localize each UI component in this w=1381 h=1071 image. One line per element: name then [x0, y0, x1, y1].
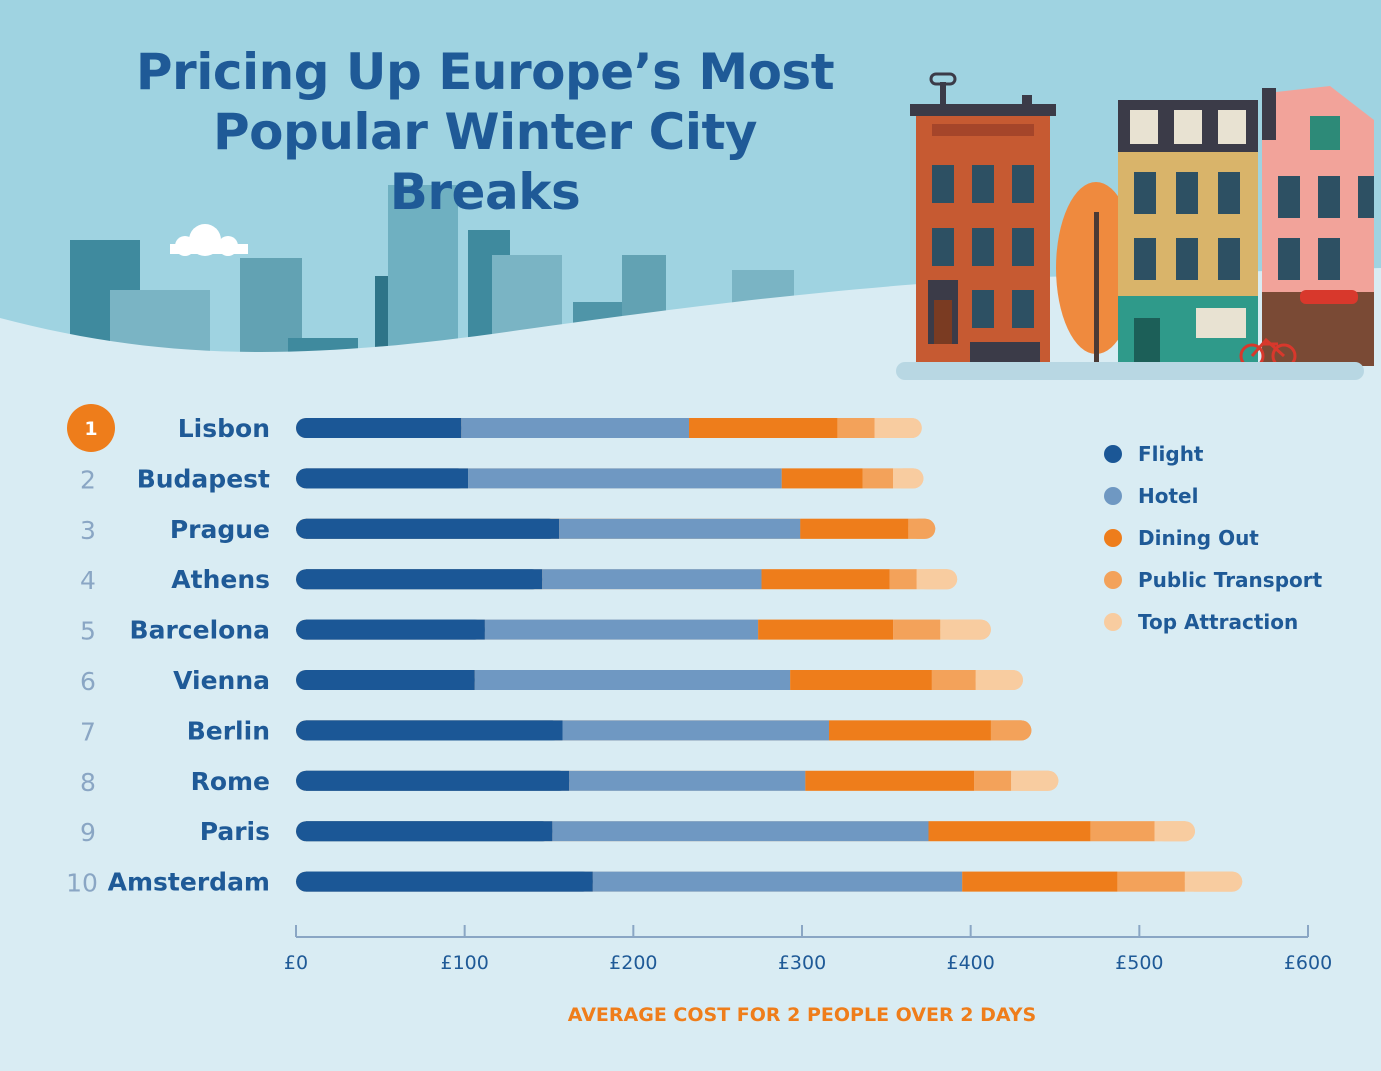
bar-segment-dining-out: [781, 468, 863, 489]
bar-segment-fill: [306, 871, 593, 892]
bar-segment-fill: [306, 418, 462, 438]
bar-segment-hotel: [569, 770, 806, 791]
title-line-2: Popular Winter City Breaks: [213, 103, 757, 221]
city-label: Rome: [191, 767, 270, 796]
x-tick-label: £300: [778, 952, 826, 974]
city-label: Berlin: [187, 716, 270, 745]
legend-label: Public Transport: [1138, 568, 1323, 592]
brick-building: [910, 72, 1056, 364]
x-tick-label: £500: [1115, 952, 1163, 974]
x-tick-label: £400: [946, 952, 994, 974]
legend-label: Dining Out: [1138, 526, 1259, 550]
bar-segment-public-transport: [837, 418, 875, 438]
bar-segment-public-transport: [1090, 821, 1155, 842]
x-tick-label: £600: [1284, 952, 1332, 974]
bar-segment-public-transport: [974, 770, 1012, 791]
city-label: Barcelona: [130, 616, 270, 645]
bar-segment-fill: [306, 670, 475, 690]
city-label: Amsterdam: [108, 868, 270, 897]
rank-number: 1: [84, 418, 97, 440]
bar-segment-fill: [306, 569, 543, 590]
rank-number: 6: [80, 667, 96, 696]
x-tick-label: £100: [440, 952, 488, 974]
cloud-icon: [170, 224, 248, 256]
bar-segment-fill: [1154, 821, 1185, 842]
bar-segment-fill: [940, 619, 981, 640]
bar-segment-public-transport: [889, 569, 917, 590]
legend-label: Hotel: [1138, 484, 1198, 508]
rank-badge: [67, 404, 115, 452]
bar-segment-public-transport: [893, 619, 941, 640]
bar-segment-fill: [1011, 770, 1049, 791]
bar-segment-fill: [306, 468, 469, 489]
legend-swatch: [1104, 487, 1122, 505]
city-label: Prague: [170, 515, 270, 544]
bar-segment-dining-out: [805, 770, 975, 791]
bar-segment-hotel: [562, 720, 829, 741]
page-title: Pricing Up Europe’s Most Popular Winter …: [125, 42, 845, 222]
city-label: Paris: [200, 817, 270, 846]
bar-segment-fill: [306, 821, 553, 842]
legend-swatch: [1104, 613, 1122, 631]
bar-segment-dining-out: [928, 821, 1091, 842]
bar-segment-public-transport: [862, 468, 894, 489]
legend-label: Flight: [1138, 442, 1204, 466]
x-tick-label: £0: [284, 952, 308, 974]
street-base: [896, 362, 1364, 380]
city-label: Athens: [171, 565, 270, 594]
rank-number: 7: [80, 717, 96, 746]
bar-segment-fill: [306, 770, 570, 791]
bar-segment-hotel: [484, 619, 759, 640]
bar-segment-public-transport: [1117, 871, 1185, 892]
rank-number: 3: [80, 516, 96, 545]
bar-segment-hotel: [592, 871, 963, 892]
yellow-building: [1118, 100, 1258, 366]
legend-swatch: [1104, 529, 1122, 547]
city-label: Lisbon: [178, 414, 270, 443]
bar-segment-fill: [306, 720, 563, 741]
legend-swatch: [1104, 445, 1122, 463]
bar-segment-hotel: [542, 569, 762, 590]
bar-segment-dining-out: [800, 518, 909, 539]
bar-segment-hotel: [461, 418, 689, 438]
bar-segment-dining-out: [761, 569, 890, 590]
city-label: Vienna: [173, 666, 270, 695]
title-line-1: Pricing Up Europe’s Most: [135, 43, 835, 101]
bar-segment-dining-out: [962, 871, 1118, 892]
rank-number: 4: [80, 566, 96, 595]
tree-icon: [1056, 182, 1136, 368]
rank-number: 5: [80, 617, 96, 646]
bar-segment-fill: [874, 418, 912, 438]
bar-segment-hotel: [559, 518, 801, 539]
bar-segment-hotel: [468, 468, 782, 489]
city-label: Budapest: [137, 464, 270, 493]
rank-number: 8: [80, 768, 96, 797]
pink-building: [1262, 86, 1374, 366]
bar-segment-public-transport: [931, 670, 976, 690]
skyline-buildings: [70, 185, 794, 360]
x-axis-label: AVERAGE COST FOR 2 PEOPLE OVER 2 DAYS: [568, 1004, 1036, 1026]
bar-segment-fill: [306, 619, 485, 640]
rank-number: 10: [66, 869, 98, 898]
rank-number: 2: [80, 465, 96, 494]
bar-segment-fill: [908, 518, 926, 539]
bar-segment-fill: [975, 670, 1013, 690]
bar-segment-fill: [990, 720, 1022, 741]
x-tick-label: £200: [609, 952, 657, 974]
bar-segment-hotel: [474, 670, 791, 690]
bar-segment-fill: [1184, 871, 1233, 892]
bar-segment-dining-out: [828, 720, 991, 741]
bar-segment-dining-out: [688, 418, 838, 438]
bar-segment-fill: [306, 518, 560, 539]
bar-segment-fill: [916, 569, 948, 590]
legend-label: Top Attraction: [1138, 610, 1298, 634]
rank-number: 9: [80, 818, 96, 847]
legend-swatch: [1104, 571, 1122, 589]
bar-segment-dining-out: [790, 670, 932, 690]
bar-segment-dining-out: [758, 619, 894, 640]
bar-segment-fill: [893, 468, 914, 489]
bar-segment-hotel: [552, 821, 929, 842]
